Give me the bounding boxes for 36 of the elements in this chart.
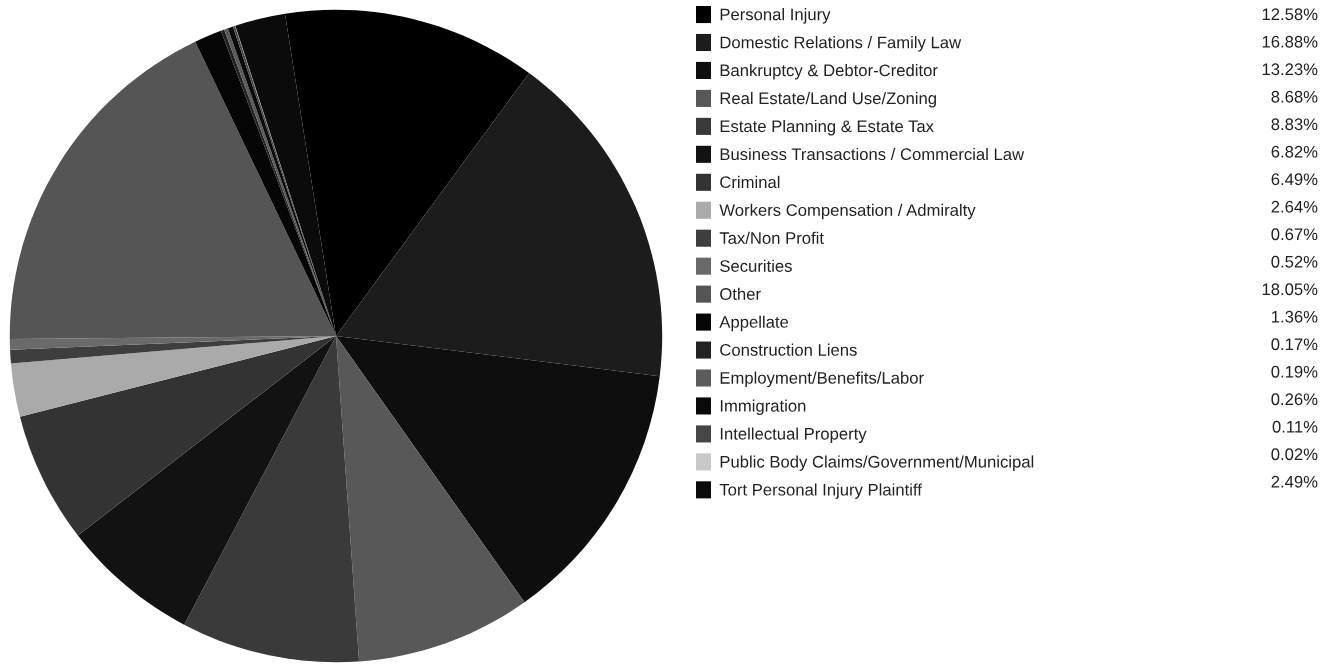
data-label: 0.11% <box>1272 420 1318 433</box>
data-label: 13.23% <box>1262 63 1318 76</box>
legend-label: Workers Compensation / Admiralty <box>719 203 976 220</box>
data-label: 0.02% <box>1271 448 1318 461</box>
legend-label: Criminal <box>720 175 780 189</box>
legend-label: Appellate <box>719 315 789 332</box>
legend-label: Public Body Claims/Government/Municipal <box>720 455 1034 471</box>
data-label: 8.83% <box>1271 118 1318 131</box>
data-label: 2.64% <box>1271 200 1318 213</box>
legend-label: Bankruptcy & Debtor-Creditor <box>720 64 938 80</box>
data-label: 0.67% <box>1271 228 1318 241</box>
data-label: 0.26% <box>1271 393 1318 406</box>
legend-label: Estate Planning & Estate Tax <box>720 119 934 136</box>
legend-label: Intellectual Property <box>720 427 867 443</box>
legend-label: Employment/Benefits/Labor <box>720 371 924 388</box>
legend-label: Real Estate/Land Use/Zoning <box>720 91 936 108</box>
legend-label: Personal Injury <box>720 8 831 24</box>
legend-label: Other <box>720 287 761 300</box>
data-label: 18.05% <box>1262 283 1318 296</box>
legend-label: Immigration <box>720 399 806 416</box>
data-label: 16.88% <box>1262 35 1318 48</box>
data-label: 1.36% <box>1272 310 1318 323</box>
legend-label: Securities <box>720 259 792 272</box>
legend-label: Construction Liens <box>720 343 857 356</box>
data-label: 0.17% <box>1271 338 1318 351</box>
data-label: 0.52% <box>1271 255 1318 268</box>
legend-label: Tort Personal Injury Plaintiff <box>719 483 922 499</box>
data-label: 6.49% <box>1271 173 1318 186</box>
legend-label: Domestic Relations / Family Law <box>720 36 962 52</box>
legend-label: Tax/Non Profit <box>719 231 824 244</box>
data-label: 12.58% <box>1262 8 1318 21</box>
data-label: 2.49% <box>1271 475 1318 488</box>
data-label: 6.82% <box>1271 145 1318 158</box>
data-label: 8.68% <box>1271 90 1318 103</box>
data-label: 0.19% <box>1271 365 1318 378</box>
legend-label: Business Transactions / Commercial Law <box>720 147 1025 161</box>
